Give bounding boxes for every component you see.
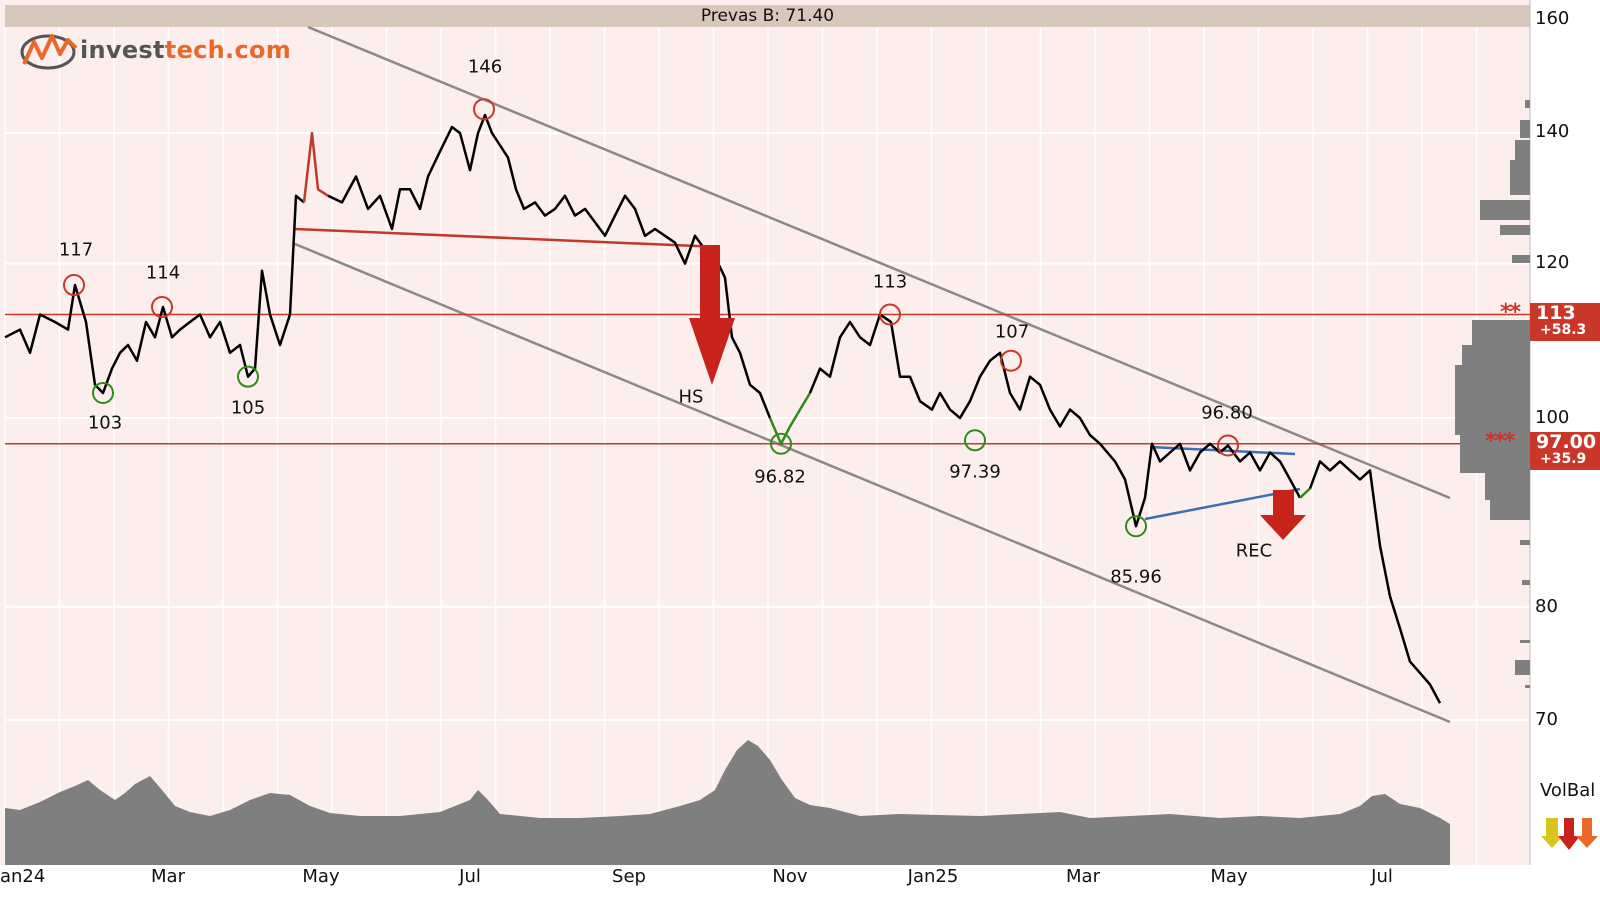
trough-label: 85.96 <box>1110 566 1162 588</box>
peak-circle <box>879 303 901 326</box>
y-tick-label: 120 <box>1535 252 1570 273</box>
level-price-box: 97.00 +35.9 <box>1530 432 1600 470</box>
peak-label: 114 <box>145 262 181 284</box>
level-price-box: 113 +58.3 <box>1530 303 1600 341</box>
level-stars: ** <box>1500 300 1521 325</box>
peak-label: 113 <box>872 271 908 293</box>
histogram-bar <box>1520 640 1530 643</box>
histogram-bar <box>1520 120 1530 138</box>
histogram-bar <box>1510 500 1530 515</box>
trend-channels <box>294 25 1451 724</box>
histogram-bar <box>1480 200 1530 220</box>
trough-label: 103 <box>87 412 123 434</box>
level-change: +58.3 <box>1540 322 1587 338</box>
price-line-segment <box>1308 460 1442 704</box>
chart-title-bar: Prevas B: 71.40 <box>5 5 1530 27</box>
volbal-orange-arrow <box>1576 818 1598 848</box>
price-line-segment <box>302 131 329 203</box>
histogram-bar <box>1510 160 1530 195</box>
logo-text: investtech.com <box>80 36 291 64</box>
trough-circle <box>92 381 114 404</box>
volume-area-shape <box>5 740 1450 865</box>
histogram-bar <box>1525 685 1530 688</box>
hs-pattern-label: HS <box>678 386 704 408</box>
volbal-arrows <box>1541 818 1598 850</box>
x-tick-label: Jul <box>459 866 481 887</box>
trough-circle <box>237 365 259 388</box>
investtech-logo: investtech.com <box>20 28 291 72</box>
level-change: +35.9 <box>1540 451 1587 467</box>
trough-label: 97.39 <box>949 461 1001 483</box>
lower-channel-line <box>294 242 1451 724</box>
x-tick-label: Mar <box>1066 866 1100 887</box>
price-line-segment <box>1299 487 1311 499</box>
peak-circle <box>473 98 495 121</box>
histogram-bar <box>1515 140 1530 160</box>
logo-icon <box>20 34 78 70</box>
grid-lines <box>4 0 1531 865</box>
hs-neckline <box>294 227 721 249</box>
x-tick-label: Sep <box>612 866 646 887</box>
peak-circle <box>1217 434 1239 457</box>
x-tick-label: Jan24 <box>0 866 46 887</box>
y-tick-label: 80 <box>1535 596 1558 617</box>
upper-channel-line <box>307 25 1451 500</box>
rec-down-arrow <box>1260 490 1306 540</box>
extrema-markers <box>63 98 1239 538</box>
peak-circle <box>1000 349 1022 372</box>
y-tick-label: 100 <box>1535 407 1570 428</box>
chart-title: Prevas B: 71.40 <box>700 6 835 26</box>
peak-circle <box>63 274 85 297</box>
peak-circle <box>151 296 173 319</box>
price-line <box>4 113 1442 704</box>
logo-text-part1: invest <box>80 36 165 64</box>
volume-profile-histogram <box>1455 100 1530 688</box>
x-tick-label: Nov <box>772 866 808 887</box>
hs-down-arrow <box>689 245 735 385</box>
trough-circle <box>770 432 792 455</box>
volbal-yellow-arrow <box>1541 818 1563 848</box>
peak-label: 117 <box>58 239 94 261</box>
trough-circle <box>964 429 986 452</box>
y-tick-label: 140 <box>1535 121 1570 142</box>
histogram-bar <box>1515 660 1530 675</box>
x-tick-label: Jan25 <box>907 866 959 887</box>
volbal-label: VolBal <box>1540 780 1596 801</box>
y-tick-label: 70 <box>1535 709 1558 730</box>
trough-label: 105 <box>230 397 266 419</box>
volume-area <box>5 740 1450 865</box>
trough-circle <box>1125 515 1147 538</box>
logo-text-part2: tech.com <box>164 36 292 64</box>
y-tick-label: 160 <box>1535 8 1570 29</box>
x-tick-label: May <box>1210 866 1248 887</box>
peak-label: 96.80 <box>1201 402 1253 424</box>
level-stars: *** <box>1485 429 1515 454</box>
signal-arrows <box>689 245 1306 540</box>
histogram-bar <box>1522 580 1530 585</box>
peak-label: 146 <box>467 56 503 78</box>
peak-label: 107 <box>994 321 1030 343</box>
level-price: 97.00 <box>1536 431 1597 453</box>
trough-label: 96.82 <box>754 466 806 488</box>
volbal-red-arrow <box>1558 818 1580 850</box>
x-tick-label: Mar <box>151 866 185 887</box>
price-line-segment <box>327 113 772 419</box>
level-price: 113 <box>1536 302 1576 324</box>
histogram-bar <box>1520 540 1530 545</box>
histogram-bar <box>1500 225 1530 235</box>
rec-pattern-label: REC <box>1235 540 1273 562</box>
price-line-segment <box>808 313 1302 528</box>
histogram-bar <box>1512 255 1530 263</box>
price-line-segment <box>4 194 305 395</box>
x-tick-label: May <box>302 866 340 887</box>
x-tick-label: Jul <box>1371 866 1393 887</box>
histogram-bar <box>1525 100 1530 108</box>
